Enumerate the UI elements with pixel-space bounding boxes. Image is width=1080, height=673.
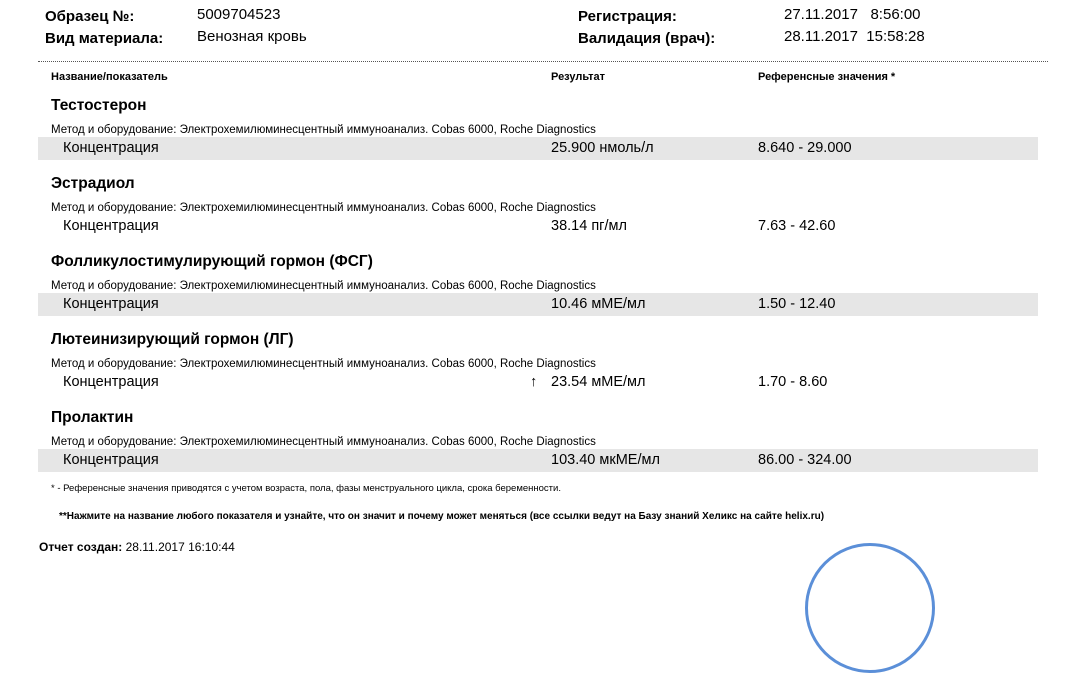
test-section: Пролактин Метод и оборудование: Электрох… (0, 409, 1080, 493)
report-created: Отчет создан: 28.11.2017 16:10:44 (39, 540, 235, 554)
table-row: Концентрация 10.46 мМЕ/мл 1.50 - 12.40 (38, 293, 1038, 316)
validation-label: Валидация (врач): (578, 30, 716, 47)
report-label: Отчет создан: (39, 540, 123, 554)
test-title[interactable]: Пролактин (51, 409, 134, 426)
column-name: Название/показатель (51, 71, 168, 83)
test-title[interactable]: Эстрадиол (51, 175, 135, 192)
registration-value: 27.11.2017 8:56:00 (784, 6, 921, 23)
table-row: Концентрация ↑ 23.54 мМЕ/мл 1.70 - 8.60 (38, 371, 1038, 394)
test-section: Лютеинизирующий гормон (ЛГ) Метод и обор… (0, 331, 1080, 415)
test-title[interactable]: Фолликулостимулирующий гормон (ФСГ) (51, 253, 373, 270)
param-name: Концентрация (63, 296, 159, 312)
result-value: 10.46 мМЕ/мл (551, 296, 646, 312)
test-section: Эстрадиол Метод и оборудование: Электрох… (0, 175, 1080, 259)
test-section: Фолликулостимулирующий гормон (ФСГ) Мето… (0, 253, 1080, 337)
test-method: Метод и оборудование: Электрохемилюминес… (51, 280, 596, 292)
result-value: 25.900 нмоль/л (551, 140, 654, 156)
test-method: Метод и оборудование: Электрохемилюминес… (51, 436, 596, 448)
test-section: Тестостерон Метод и оборудование: Электр… (0, 97, 1080, 181)
material-label: Вид материала: (45, 30, 164, 47)
test-method: Метод и оборудование: Электрохемилюминес… (51, 358, 596, 370)
param-name: Концентрация (63, 140, 159, 156)
param-name: Концентрация (63, 374, 159, 390)
divider (38, 61, 1048, 62)
stamp (805, 543, 935, 673)
reference-range: 1.50 - 12.40 (758, 296, 836, 312)
param-name: Концентрация (63, 452, 159, 468)
result-value: 23.54 мМЕ/мл (551, 374, 646, 390)
test-title[interactable]: Тестостерон (51, 97, 147, 114)
link-footnote: **Нажмите на название любого показателя … (59, 511, 825, 522)
high-flag-icon: ↑ (530, 374, 538, 390)
table-row: Концентрация 38.14 пг/мл 7.63 - 42.60 (38, 215, 1038, 238)
sample-label: Образец №: (45, 8, 135, 25)
reference-range: 86.00 - 324.00 (758, 452, 852, 468)
registration-label: Регистрация: (578, 8, 677, 25)
column-result: Результат (551, 71, 606, 83)
reference-range: 7.63 - 42.60 (758, 218, 836, 234)
table-row: Концентрация 25.900 нмоль/л 8.640 - 29.0… (38, 137, 1038, 160)
reference-range: 1.70 - 8.60 (758, 374, 828, 390)
result-value: 103.40 мкМЕ/мл (551, 452, 660, 468)
test-title[interactable]: Лютеинизирующий гормон (ЛГ) (51, 331, 294, 348)
sample-value: 5009704523 (197, 6, 281, 23)
report-value: 28.11.2017 16:10:44 (125, 540, 235, 554)
test-method: Метод и оборудование: Электрохемилюминес… (51, 202, 596, 214)
result-value: 38.14 пг/мл (551, 218, 627, 234)
validation-value: 28.11.2017 15:58:28 (784, 28, 925, 45)
table-row: Концентрация 103.40 мкМЕ/мл 86.00 - 324.… (38, 449, 1038, 472)
material-value: Венозная кровь (197, 28, 307, 45)
reference-range: 8.640 - 29.000 (758, 140, 852, 156)
test-method: Метод и оборудование: Электрохемилюминес… (51, 124, 596, 136)
reference-footnote: * - Референсные значения приводятся с уч… (51, 483, 561, 494)
column-ref: Референсные значения * (758, 71, 896, 83)
param-name: Концентрация (63, 218, 159, 234)
